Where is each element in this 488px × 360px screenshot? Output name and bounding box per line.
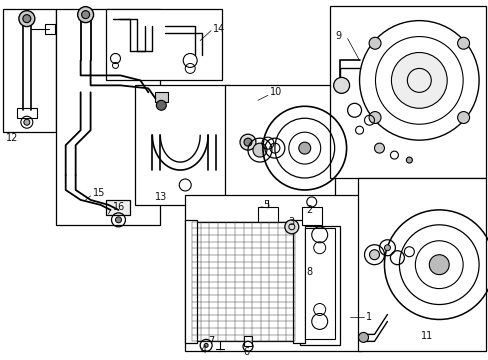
Bar [292, 220, 304, 343]
Circle shape [368, 37, 380, 49]
Bar [135, 85, 229, 205]
Bar [244, 336, 251, 346]
Circle shape [457, 112, 468, 123]
Bar [56, 9, 160, 225]
Circle shape [368, 112, 380, 123]
Bar [105, 9, 222, 80]
Bar [301, 207, 321, 225]
Circle shape [285, 220, 298, 234]
Bar [304, 228, 334, 339]
Bar [45, 24, 55, 33]
Circle shape [333, 77, 349, 93]
Text: 8: 8 [306, 267, 312, 276]
Text: 4: 4 [200, 345, 206, 355]
Text: 14: 14 [213, 24, 225, 33]
Circle shape [244, 138, 251, 146]
Circle shape [19, 11, 35, 27]
Bar [258, 207, 277, 222]
Circle shape [384, 245, 389, 251]
Circle shape [203, 343, 208, 347]
Bar [185, 195, 361, 351]
Bar [224, 85, 334, 205]
Text: 13: 13 [155, 192, 167, 202]
Text: 5: 5 [263, 200, 268, 210]
Circle shape [358, 332, 368, 342]
Circle shape [78, 7, 93, 23]
Circle shape [369, 250, 379, 260]
Bar [185, 220, 197, 343]
Bar [299, 226, 339, 345]
Circle shape [240, 134, 255, 150]
Bar [105, 200, 130, 215]
Circle shape [428, 255, 448, 275]
Bar [357, 178, 485, 351]
Text: 15: 15 [92, 188, 105, 198]
Text: 3: 3 [287, 217, 293, 227]
Circle shape [390, 53, 447, 108]
Circle shape [298, 142, 310, 154]
Circle shape [406, 157, 411, 163]
Text: 9: 9 [335, 31, 341, 41]
Text: 1: 1 [365, 312, 371, 323]
Circle shape [115, 217, 121, 223]
Text: 7: 7 [208, 336, 214, 346]
Circle shape [374, 143, 384, 153]
Circle shape [156, 100, 166, 110]
Circle shape [24, 119, 30, 125]
Text: 2: 2 [306, 205, 312, 215]
Bar [329, 6, 485, 178]
Text: 16: 16 [112, 202, 124, 212]
Circle shape [457, 37, 468, 49]
Bar [155, 92, 168, 102]
Circle shape [23, 15, 31, 23]
Text: 11: 11 [421, 332, 433, 341]
Bar [3, 9, 56, 132]
Circle shape [252, 143, 266, 157]
Text: 12: 12 [6, 133, 18, 143]
Bar [192, 222, 294, 341]
Bar [17, 108, 37, 118]
Circle shape [81, 11, 89, 19]
Text: 6: 6 [243, 347, 248, 357]
Text: 10: 10 [269, 87, 282, 97]
